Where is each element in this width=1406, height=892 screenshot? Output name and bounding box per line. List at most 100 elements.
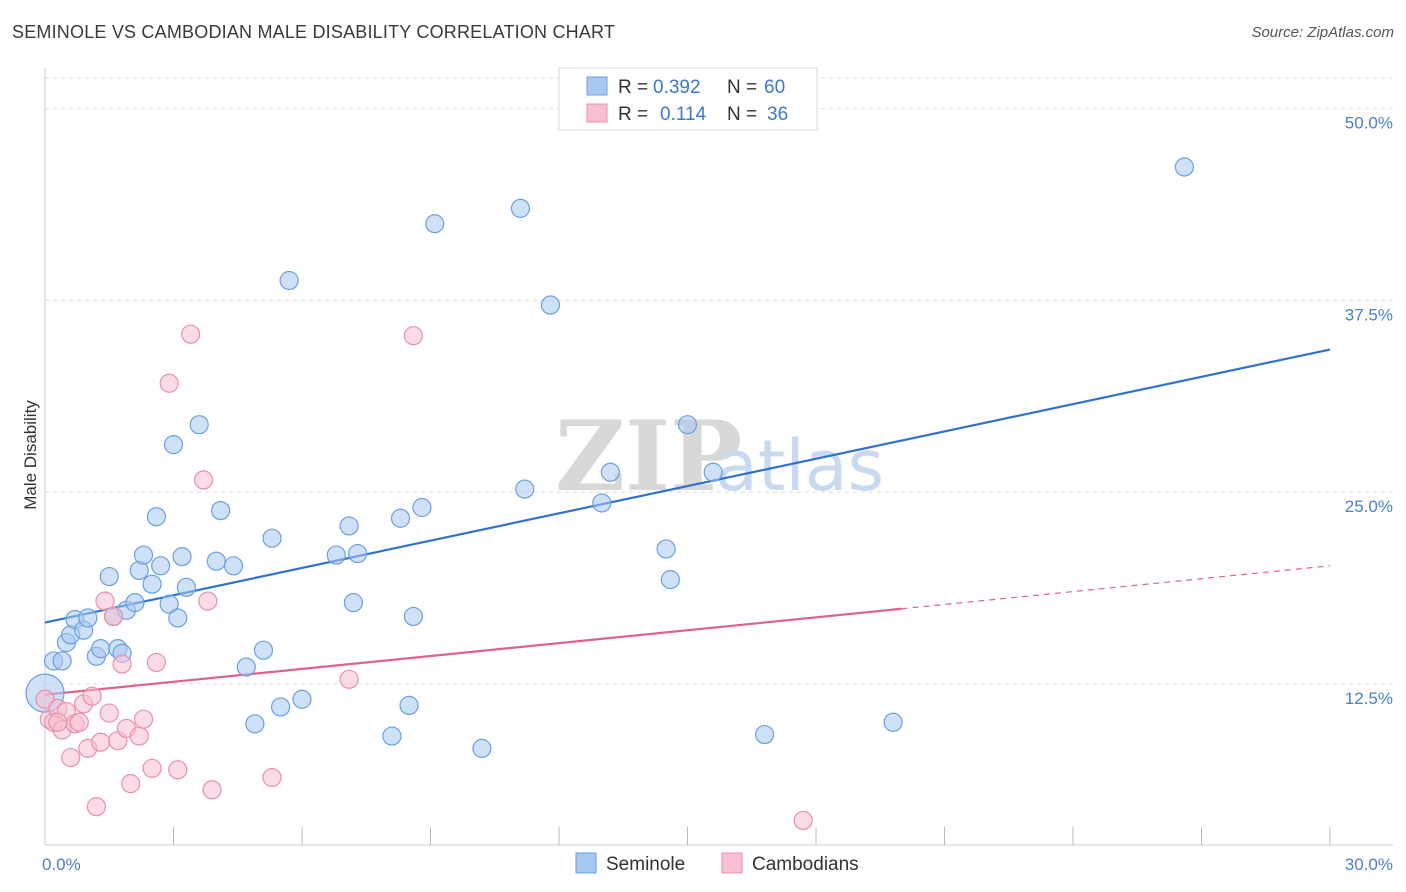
point-cambodians — [61, 747, 81, 768]
point-seminole — [343, 593, 363, 613]
point-cambodians — [142, 758, 162, 778]
point-cambodians — [82, 686, 102, 706]
point-seminole — [99, 566, 119, 587]
point-cambodians — [69, 712, 89, 732]
point-cambodians — [99, 703, 119, 723]
point-cambodians — [146, 652, 166, 673]
bottom-legend: Seminole Cambodians — [575, 852, 859, 875]
trend-lines — [44, 348, 1331, 696]
point-seminole — [159, 594, 179, 614]
y-tick-label: 25.0% — [1345, 497, 1393, 516]
watermark-atlas: atlas — [715, 425, 884, 507]
point-seminole — [292, 689, 312, 709]
point-cambodians — [121, 774, 141, 794]
point-seminole — [472, 738, 492, 758]
y-axis-label: Male Disability — [21, 400, 40, 510]
point-seminole — [245, 714, 265, 734]
y-tick-label: 50.0% — [1345, 114, 1393, 133]
trend-line-seminole — [44, 348, 1331, 624]
point-cambodians — [181, 324, 201, 344]
point-seminole — [91, 639, 111, 659]
point-seminole — [211, 500, 231, 521]
chart-title: SEMINOLE VS CAMBODIAN MALE DISABILITY CO… — [12, 22, 616, 42]
point-cambodians — [339, 669, 359, 689]
point-cambodians — [48, 712, 68, 732]
point-seminole — [382, 726, 402, 746]
point-seminole — [540, 295, 561, 315]
point-seminole — [78, 608, 98, 628]
point-seminole — [168, 608, 188, 628]
y-tick-labels: 12.5% 25.0% 37.5% 50.0% — [1345, 114, 1393, 708]
legend-swatch-cambodians — [586, 103, 608, 123]
trend-line-extrapolated-cambodians — [901, 565, 1331, 610]
point-seminole — [270, 697, 291, 717]
legend-swatch-seminole — [586, 76, 608, 96]
point-cambodians — [133, 709, 154, 729]
bottom-legend-swatch-cambodians — [721, 852, 743, 874]
point-seminole — [172, 547, 192, 567]
y-tick-label: 12.5% — [1345, 689, 1393, 708]
point-seminole — [339, 516, 359, 536]
legend-n-value: 60 — [764, 77, 785, 98]
point-seminole — [660, 570, 680, 590]
point-cambodians — [262, 767, 282, 788]
point-seminole — [206, 551, 226, 571]
bottom-legend-label-seminole: Seminole — [606, 854, 685, 875]
legend-r-value: 0.114 — [660, 104, 707, 125]
point-cambodians — [793, 810, 813, 831]
data-points — [25, 157, 1194, 831]
trend-line-cambodians — [44, 607, 902, 696]
point-seminole — [600, 462, 621, 482]
point-seminole — [703, 462, 723, 482]
point-cambodians — [168, 760, 188, 780]
legend-n-label: N = — [727, 104, 757, 125]
point-seminole — [133, 545, 154, 565]
point-seminole — [1174, 157, 1194, 177]
point-cambodians — [159, 373, 179, 393]
point-seminole — [146, 507, 166, 527]
point-seminole — [326, 545, 346, 565]
point-cambodians — [103, 606, 124, 627]
point-seminole — [348, 543, 368, 564]
point-seminole — [125, 593, 145, 613]
point-cambodians — [198, 591, 218, 611]
point-seminole — [151, 556, 171, 576]
point-seminole — [390, 508, 411, 528]
legend: R = 0.392 N = 60 R = 0.114 N = 36 — [558, 67, 818, 131]
point-cambodians — [403, 326, 423, 346]
point-seminole — [163, 435, 184, 455]
legend-r-label: R = — [618, 104, 648, 125]
point-seminole — [677, 415, 698, 435]
y-tick-label: 37.5% — [1345, 305, 1393, 324]
legend-n-label: N = — [727, 77, 757, 98]
x-tick-label: 0.0% — [42, 855, 81, 874]
legend-r-value: 0.392 — [653, 77, 701, 98]
point-seminole — [510, 198, 531, 218]
bottom-legend-label-cambodians: Cambodians — [752, 854, 859, 875]
legend-n-value: 36 — [767, 104, 788, 125]
point-seminole — [592, 493, 612, 513]
point-seminole — [189, 415, 209, 435]
point-cambodians — [129, 726, 149, 746]
point-seminole — [223, 556, 244, 576]
point-cambodians — [193, 470, 214, 490]
point-seminole — [399, 695, 419, 716]
source-credit: Source: ZipAtlas.com — [1251, 24, 1394, 41]
point-seminole — [176, 577, 196, 597]
point-seminole — [515, 479, 535, 499]
point-cambodians — [86, 797, 107, 817]
point-seminole — [253, 640, 274, 660]
point-seminole — [883, 712, 903, 732]
x-tick-label: 30.0% — [1345, 855, 1393, 874]
bottom-legend-swatch-seminole — [575, 852, 597, 874]
point-seminole — [52, 651, 72, 671]
point-seminole — [412, 497, 432, 518]
point-cambodians — [112, 654, 132, 674]
legend-r-label: R = — [618, 77, 648, 98]
point-seminole — [656, 539, 676, 559]
point-seminole — [279, 270, 299, 291]
point-cambodians — [202, 780, 222, 800]
point-seminole — [754, 724, 775, 745]
point-seminole — [425, 214, 445, 234]
